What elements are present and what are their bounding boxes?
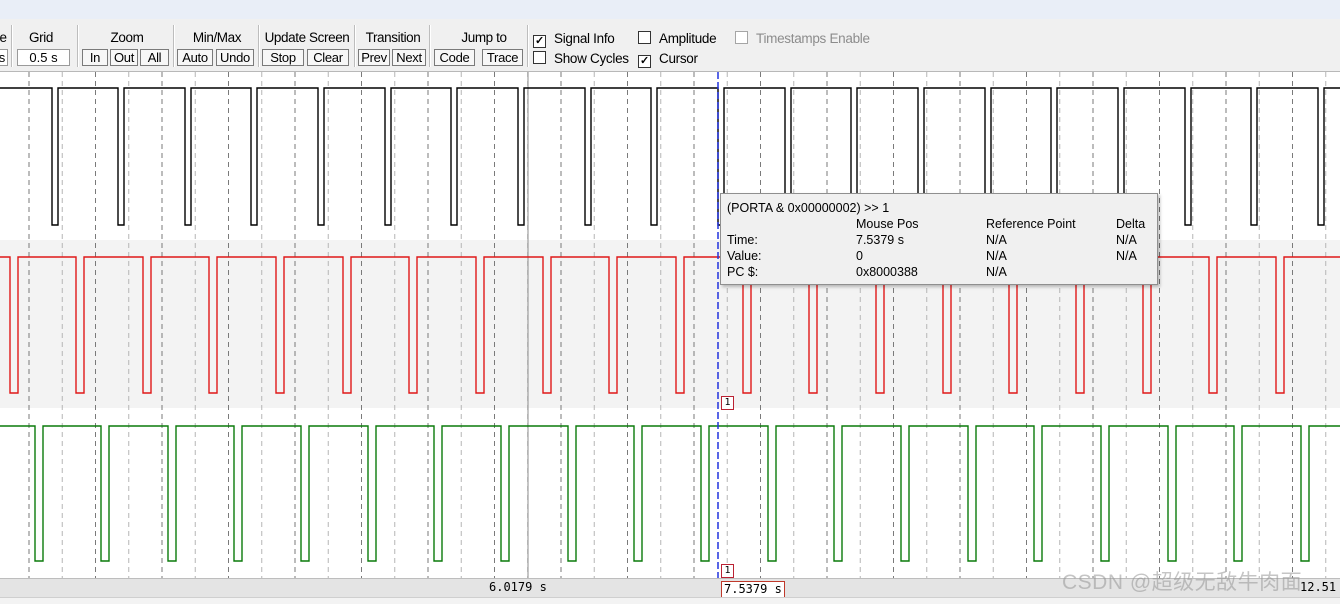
tooltip-value-ref: N/A: [986, 249, 1007, 263]
cursor-checkbox[interactable]: ✓ Cursor: [638, 51, 698, 68]
waveform-area[interactable]: [0, 72, 1340, 578]
tooltip-value-mouse: 0: [856, 249, 863, 263]
jump-to-group: Jump to: [432, 23, 526, 69]
cursor-label: Cursor: [659, 51, 698, 66]
tooltip-value-delta: N/A: [1116, 249, 1137, 263]
divider: [354, 25, 356, 67]
window-title-bar: [0, 0, 1340, 20]
divider: [11, 25, 13, 67]
signal-info-label: Signal Info: [554, 31, 615, 46]
signal-row-3-bg: [0, 408, 1340, 578]
update-screen-group: Update Screen: [260, 23, 354, 69]
divider: [429, 25, 431, 67]
transition-group-title: Transition: [365, 30, 421, 45]
jump-code-button[interactable]: Code: [434, 49, 475, 66]
watermark: CSDN @超级无敌牛肉面: [1062, 571, 1303, 594]
signal-2-waveform: [0, 256, 1340, 394]
tooltip-col-reference-point: Reference Point: [986, 217, 1076, 231]
time-label-right: 12.51: [1300, 580, 1337, 594]
signal-3-waveform: [0, 425, 1340, 562]
show-cycles-check-icon: [533, 51, 546, 64]
signal-info-checkbox[interactable]: ✓ Signal Info: [533, 31, 615, 48]
grid-group-title: Grid: [29, 30, 53, 45]
signal-1-waveform: [0, 87, 1340, 226]
zoom-group-title: Zoom: [110, 30, 144, 45]
prev-transition-button[interactable]: Prev: [358, 49, 390, 66]
show-cycles-checkbox[interactable]: Show Cycles: [533, 51, 629, 66]
divider: [77, 25, 79, 67]
next-transition-button[interactable]: Next: [392, 49, 426, 66]
minmax-group: Min/Max: [176, 23, 258, 69]
auto-button[interactable]: Auto: [177, 49, 213, 66]
tooltip-value-label: Value:: [727, 249, 762, 263]
update-screen-group-title: Update Screen: [264, 30, 350, 45]
timestamps-enable-checkbox: Timestamps Enable: [735, 31, 870, 46]
jump-trace-button[interactable]: Trace: [482, 49, 523, 66]
tooltip-col-mouse-pos: Mouse Pos: [856, 217, 919, 231]
setup-value[interactable]: s: [0, 49, 8, 66]
tooltip-time-delta: N/A: [1116, 233, 1137, 247]
clear-button[interactable]: Clear: [307, 49, 349, 66]
cursor-marker-signal-2: 1: [721, 396, 734, 410]
time-label-mid: 6.0179 s: [489, 580, 547, 594]
divider: [527, 25, 529, 67]
cursor-check-icon: ✓: [638, 55, 651, 68]
zoom-group: Zoom: [81, 23, 173, 69]
horizontal-scrollbar[interactable]: [0, 597, 1340, 604]
transition-group: Transition: [357, 23, 429, 69]
zoom-in-button[interactable]: In: [82, 49, 108, 66]
setup-group-title: e: [0, 30, 7, 45]
tooltip-time-label: Time:: [727, 233, 758, 247]
tooltip-time-mouse: 7.5379 s: [856, 233, 904, 247]
timestamps-check-icon: [735, 31, 748, 44]
divider: [258, 25, 260, 67]
amplitude-check-icon: [638, 31, 651, 44]
amplitude-label: Amplitude: [659, 31, 717, 46]
divider: [173, 25, 175, 67]
setup-group: e: [0, 23, 10, 69]
undo-button[interactable]: Undo: [216, 49, 254, 66]
zoom-out-button[interactable]: Out: [110, 49, 138, 66]
zoom-all-button[interactable]: All: [140, 49, 169, 66]
signal-info-check-icon: ✓: [533, 35, 546, 48]
grid-value[interactable]: 0.5 s: [17, 49, 70, 66]
tooltip-pc-label: PC $:: [727, 265, 759, 279]
tooltip-pc-mouse: 0x8000388: [856, 265, 918, 279]
cursor-time-label: 7.5379 s: [721, 581, 785, 599]
logic-analyzer-toolbar: e s Grid 0.5 s Zoom In Out All Min/Max A…: [0, 19, 1340, 72]
show-cycles-label: Show Cycles: [554, 51, 629, 66]
timestamps-enable-label: Timestamps Enable: [756, 31, 870, 46]
tooltip-col-delta: Delta: [1116, 217, 1146, 231]
tooltip-expression: (PORTA & 0x00000002) >> 1: [727, 201, 890, 215]
amplitude-checkbox[interactable]: Amplitude: [638, 31, 717, 46]
grid-group: Grid: [16, 23, 66, 69]
cursor-marker-signal-3: 1: [721, 564, 734, 578]
minmax-group-title: Min/Max: [192, 30, 242, 45]
stop-button[interactable]: Stop: [262, 49, 304, 66]
tooltip-pc-ref: N/A: [986, 265, 1007, 279]
jump-to-group-title: Jump to: [461, 30, 507, 45]
tooltip-time-ref: N/A: [986, 233, 1007, 247]
signal-info-tooltip: (PORTA & 0x00000002) >> 1 Mouse Pos Refe…: [720, 193, 1158, 285]
time-axis-bar: [0, 578, 1340, 598]
